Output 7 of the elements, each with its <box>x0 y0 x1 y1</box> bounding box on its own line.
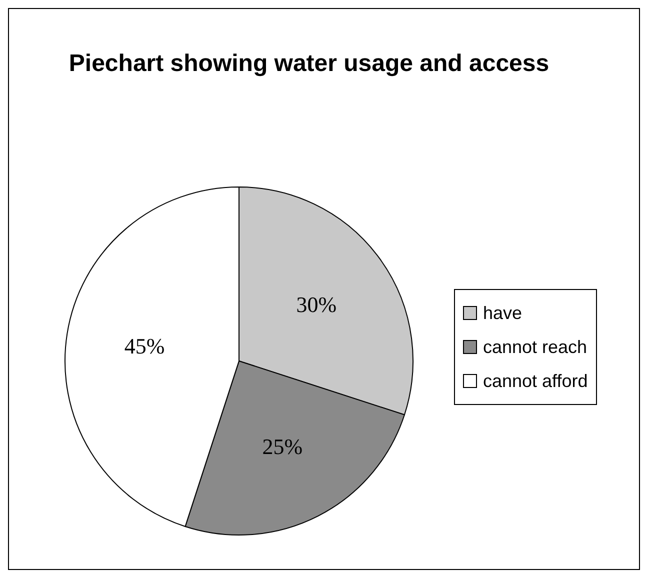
data-label: 45% <box>124 334 165 359</box>
chart-title: Piechart showing water usage and access <box>68 49 550 79</box>
data-label: 25% <box>262 434 303 459</box>
legend-label: cannot reach <box>482 336 588 359</box>
legend-label: have <box>482 302 524 325</box>
legend-label: cannot afford <box>482 370 588 393</box>
data-label: 30% <box>296 292 337 318</box>
